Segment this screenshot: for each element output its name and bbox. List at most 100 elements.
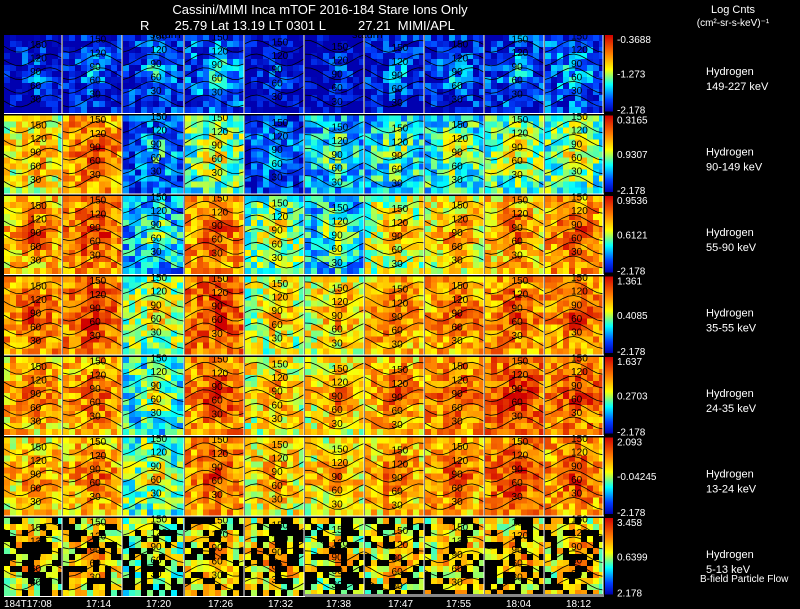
contour-label: 120	[272, 212, 289, 223]
heatmap-cell	[545, 238, 551, 244]
heatmap-cell	[347, 244, 353, 250]
heatmap-cell	[557, 121, 563, 128]
heatmap-cell	[521, 244, 527, 250]
contour-line	[244, 53, 305, 67]
heatmap-cell	[485, 268, 491, 274]
heatmap-cell	[569, 115, 575, 122]
heatmap-cell	[509, 163, 515, 170]
heatmap-cell	[377, 163, 383, 170]
heatmap-cell	[58, 101, 62, 107]
heatmap-cell	[275, 107, 281, 113]
contour-label: 150	[30, 201, 47, 212]
heatmap-cell	[569, 256, 575, 262]
heatmap-cell	[551, 107, 557, 113]
heatmap-cell	[111, 35, 117, 41]
heatmap-cell	[479, 163, 484, 170]
heatmap-cell	[563, 145, 569, 152]
heatmap-cell	[467, 202, 473, 208]
contour-line	[424, 255, 485, 269]
heatmap-cell	[75, 121, 81, 128]
heatmap-cell	[4, 41, 10, 47]
heatmap-cell	[177, 300, 183, 307]
contour-line	[184, 120, 245, 134]
heatmap-cell	[557, 196, 563, 202]
heatmap-cell	[341, 101, 347, 107]
heatmap-cell	[587, 59, 593, 65]
heatmap-cell	[497, 226, 503, 232]
heatmap-cell	[533, 169, 539, 176]
heatmap-cell	[93, 35, 99, 41]
heatmap-cell	[467, 220, 473, 226]
heatmap-cell	[401, 181, 407, 188]
heatmap-cell	[293, 202, 299, 208]
heatmap-cell	[34, 181, 40, 188]
heatmap-cell	[317, 151, 323, 158]
heatmap-cell	[425, 101, 431, 107]
heatmap-cell	[485, 133, 491, 140]
heatmap-cell	[413, 169, 419, 176]
heatmap-cell	[111, 232, 117, 238]
heatmap-cell	[4, 262, 10, 268]
heatmap-cell	[99, 47, 105, 53]
heatmap-cell	[141, 256, 147, 262]
heatmap-cell	[419, 157, 424, 164]
heatmap-cell	[171, 95, 177, 101]
heatmap-cell	[365, 220, 371, 226]
heatmap-cell	[473, 133, 479, 140]
heatmap-cell	[81, 318, 87, 325]
heatmap-cell	[461, 163, 467, 170]
contour-label: 120	[212, 207, 229, 218]
contour-label: 150	[332, 203, 349, 214]
contour-line	[62, 81, 123, 94]
heatmap-cell	[389, 121, 395, 128]
heatmap-cell	[257, 101, 263, 107]
heatmap-cell	[123, 324, 129, 331]
heatmap-cell	[99, 268, 105, 274]
heatmap-cell	[16, 306, 22, 313]
heatmap-cell	[533, 214, 539, 220]
heatmap-cell	[28, 256, 34, 262]
heatmap-cell	[63, 348, 69, 355]
contour-line	[184, 67, 245, 80]
heatmap-cell	[153, 220, 159, 226]
heatmap-cell	[509, 127, 515, 134]
heatmap-cell	[311, 77, 317, 83]
heatmap-cell	[293, 115, 299, 122]
heatmap-cell	[34, 268, 40, 274]
heatmap-cell	[449, 163, 455, 170]
heatmap-cell	[16, 121, 22, 128]
heatmap-cell	[437, 187, 443, 194]
contour-label: 150	[90, 276, 107, 287]
heatmap-cell	[413, 202, 419, 208]
heatmap-cell	[341, 71, 347, 77]
heatmap-cell	[40, 262, 46, 268]
heatmap-cell	[46, 336, 52, 343]
heatmap-cell	[177, 196, 183, 202]
heatmap-cell	[191, 139, 197, 146]
heatmap-cell	[147, 133, 153, 140]
heatmap-cell	[407, 133, 413, 140]
heatmap-cell	[581, 35, 587, 41]
heatmap-cell	[389, 59, 395, 65]
heatmap-cell	[479, 101, 484, 107]
heatmap-cell	[111, 107, 117, 113]
heatmap-cell	[551, 208, 557, 214]
heatmap-cell	[16, 95, 22, 101]
heatmap-cell	[467, 47, 473, 53]
heatmap-cell	[99, 175, 105, 182]
heatmap-cell	[40, 157, 46, 164]
heatmap-cell	[473, 163, 479, 170]
heatmap-cell	[521, 181, 527, 188]
heatmap-cell	[527, 262, 533, 268]
heatmap-cell	[335, 250, 341, 256]
heatmap-cell	[293, 220, 299, 226]
heatmap-cell	[563, 175, 569, 182]
heatmap-cell	[191, 220, 197, 226]
heatmap-cell	[191, 65, 197, 71]
heatmap-cell	[209, 202, 215, 208]
heatmap-cell	[28, 226, 34, 232]
heatmap-cell	[557, 157, 563, 164]
heatmap-cell	[599, 145, 603, 152]
heatmap-cell	[233, 145, 239, 152]
heatmap-cell	[527, 71, 533, 77]
